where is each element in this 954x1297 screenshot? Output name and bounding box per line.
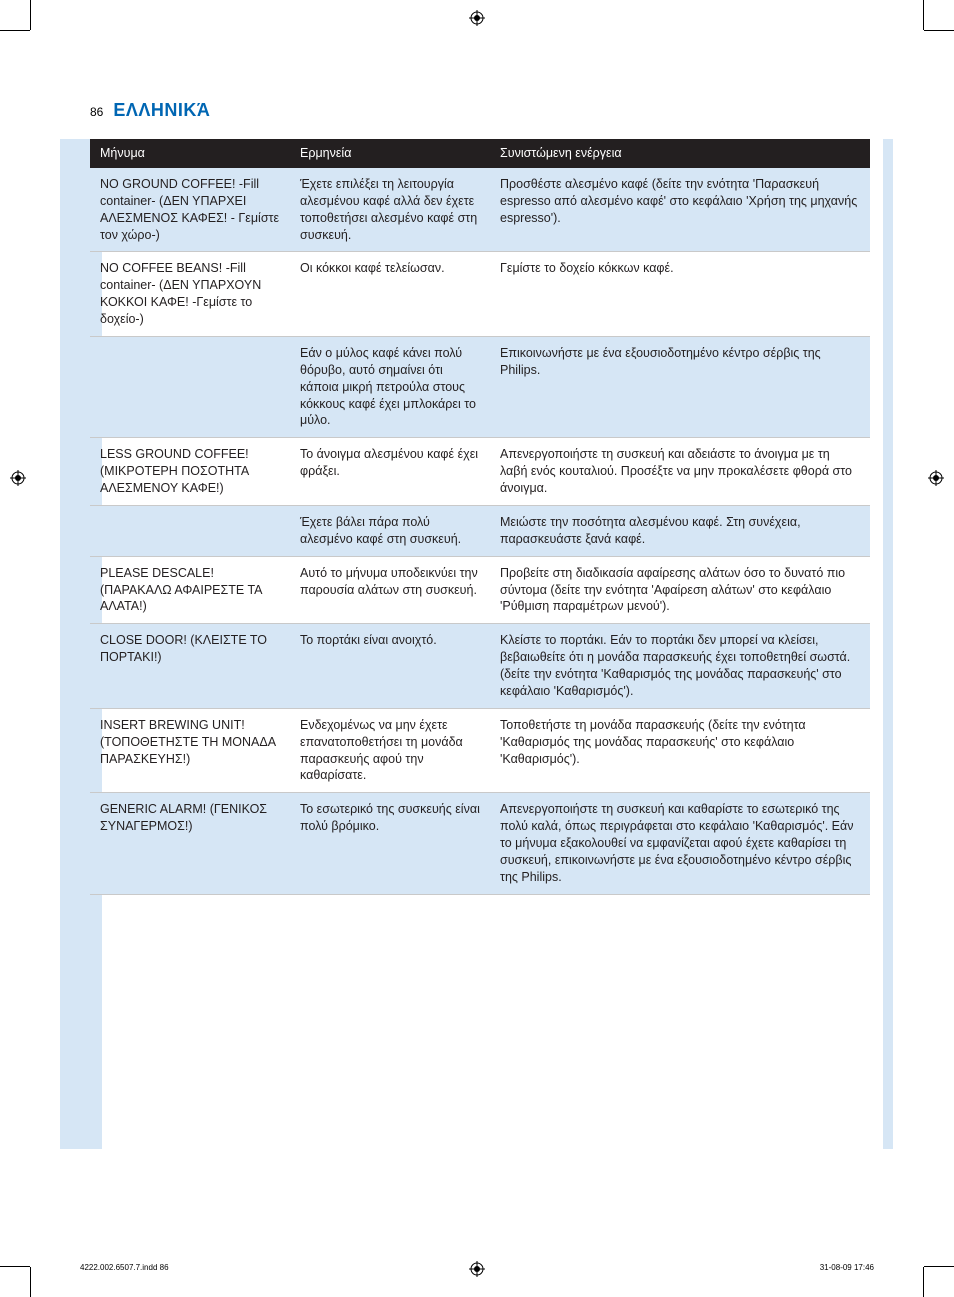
table-row: Έχετε βάλει πάρα πολύ αλεσμένο καφέ στη … <box>90 505 870 556</box>
crop-mark <box>923 0 924 30</box>
tint-sidebar-right <box>883 139 893 1149</box>
footer-filename: 4222.002.6507.7.indd 86 <box>80 1263 169 1272</box>
registration-mark-icon <box>10 470 26 486</box>
crop-mark <box>0 1266 30 1267</box>
cell-explanation: Το εσωτερικό της συσκευής είναι πολύ βρό… <box>290 793 490 894</box>
cell-action: Κλείστε το πορτάκι. Εάν το πορτάκι δεν μ… <box>490 624 870 709</box>
cell-message: NO GROUND COFFEE! -Fill container- (ΔΕΝ … <box>90 168 290 252</box>
table-row: PLEASE DESCALE! (ΠΑΡΑΚΑΛΩ ΑΦΑΙΡΕΣΤΕ ΤΑ Α… <box>90 556 870 624</box>
cell-explanation: Έχετε επιλέξει τη λειτουργία αλεσμένου κ… <box>290 168 490 252</box>
cell-explanation: Αυτό το μήνυμα υποδεικνύει την παρουσία … <box>290 556 490 624</box>
footer-datetime: 31-08-09 17:46 <box>820 1263 874 1272</box>
cell-action: Απενεργοποιήστε τη συσκευή και καθαρίστε… <box>490 793 870 894</box>
cell-action: Γεμίστε το δοχείο κόκκων καφέ. <box>490 252 870 337</box>
table-row: NO COFFEE BEANS! -Fill container- (ΔΕΝ Υ… <box>90 252 870 337</box>
cell-action: Προβείτε στη διαδικασία αφαίρεσης αλάτων… <box>490 556 870 624</box>
cell-message: PLEASE DESCALE! (ΠΑΡΑΚΑΛΩ ΑΦΑΙΡΕΣΤΕ ΤΑ Α… <box>90 556 290 624</box>
column-header-action: Συνιστώμενη ενέργεια <box>490 139 870 168</box>
cell-explanation: Το άνοιγμα αλεσμένου καφέ έχει φράξει. <box>290 438 490 506</box>
cell-action: Μειώστε την ποσότητα αλεσμένου καφέ. Στη… <box>490 505 870 556</box>
table-row: LESS GROUND COFFEE! (ΜΙΚΡΟΤΕΡΗ ΠΟΣΟΤΗΤΑ … <box>90 438 870 506</box>
cell-message: INSERT BREWING UNIT! (ΤΟΠΟΘΕΤΗΣΤΕ ΤΗ ΜΟΝ… <box>90 708 290 793</box>
crop-mark <box>0 30 30 31</box>
page-title: ΕΛΛΗΝΙΚΆ <box>113 100 210 121</box>
cell-message <box>90 505 290 556</box>
cell-action: Τοποθετήστε τη μονάδα παρασκευής (δείτε … <box>490 708 870 793</box>
crop-mark <box>924 1266 954 1267</box>
cell-action: Απενεργοποιήστε τη συσκευή και αδειάστε … <box>490 438 870 506</box>
table-header-row: Μήνυμα Ερμηνεία Συνιστώμενη ενέργεια <box>90 139 870 168</box>
registration-mark-icon <box>469 10 485 26</box>
table-row: NO GROUND COFFEE! -Fill container- (ΔΕΝ … <box>90 168 870 252</box>
table-row: CLOSE DOOR! (ΚΛΕΙΣΤΕ ΤΟ ΠΟΡΤΑΚΙ!)Το πορτ… <box>90 624 870 709</box>
column-header-message: Μήνυμα <box>90 139 290 168</box>
table-row: INSERT BREWING UNIT! (ΤΟΠΟΘΕΤΗΣΤΕ ΤΗ ΜΟΝ… <box>90 708 870 793</box>
cell-message <box>90 336 290 437</box>
cell-action: Επικοινωνήστε με ένα εξουσιοδοτημένο κέν… <box>490 336 870 437</box>
cell-message: NO COFFEE BEANS! -Fill container- (ΔΕΝ Υ… <box>90 252 290 337</box>
cell-explanation: Εάν ο μύλος καφέ κάνει πολύ θόρυβο, αυτό… <box>290 336 490 437</box>
cell-message: GENERIC ALARM! (ΓΕΝΙΚΟΣ ΣΥΝΑΓΕΡΜΟΣ!) <box>90 793 290 894</box>
table-row: Εάν ο μύλος καφέ κάνει πολύ θόρυβο, αυτό… <box>90 336 870 437</box>
cell-explanation: Έχετε βάλει πάρα πολύ αλεσμένο καφέ στη … <box>290 505 490 556</box>
page-number: 86 <box>90 105 103 119</box>
page-content: 86 ΕΛΛΗΝΙΚΆ Μήνυμα Ερμηνεία Συνιστώμενη … <box>90 100 870 895</box>
crop-mark <box>30 1267 31 1297</box>
crop-mark <box>924 30 954 31</box>
cell-explanation: Οι κόκκοι καφέ τελείωσαν. <box>290 252 490 337</box>
cell-message: CLOSE DOOR! (ΚΛΕΙΣΤΕ ΤΟ ΠΟΡΤΑΚΙ!) <box>90 624 290 709</box>
crop-mark <box>923 1267 924 1297</box>
page-header: 86 ΕΛΛΗΝΙΚΆ <box>90 100 870 121</box>
registration-mark-icon <box>928 470 944 486</box>
table-row: GENERIC ALARM! (ΓΕΝΙΚΟΣ ΣΥΝΑΓΕΡΜΟΣ!)Το ε… <box>90 793 870 894</box>
troubleshoot-table: Μήνυμα Ερμηνεία Συνιστώμενη ενέργεια NO … <box>90 139 870 895</box>
cell-action: Προσθέστε αλεσμένο καφέ (δείτε την ενότη… <box>490 168 870 252</box>
column-header-explanation: Ερμηνεία <box>290 139 490 168</box>
registration-mark-icon <box>469 1261 485 1277</box>
crop-mark <box>30 0 31 30</box>
cell-explanation: Ενδεχομένως να μην έχετε επανατοποθετήσε… <box>290 708 490 793</box>
cell-message: LESS GROUND COFFEE! (ΜΙΚΡΟΤΕΡΗ ΠΟΣΟΤΗΤΑ … <box>90 438 290 506</box>
cell-explanation: Το πορτάκι είναι ανοιχτό. <box>290 624 490 709</box>
